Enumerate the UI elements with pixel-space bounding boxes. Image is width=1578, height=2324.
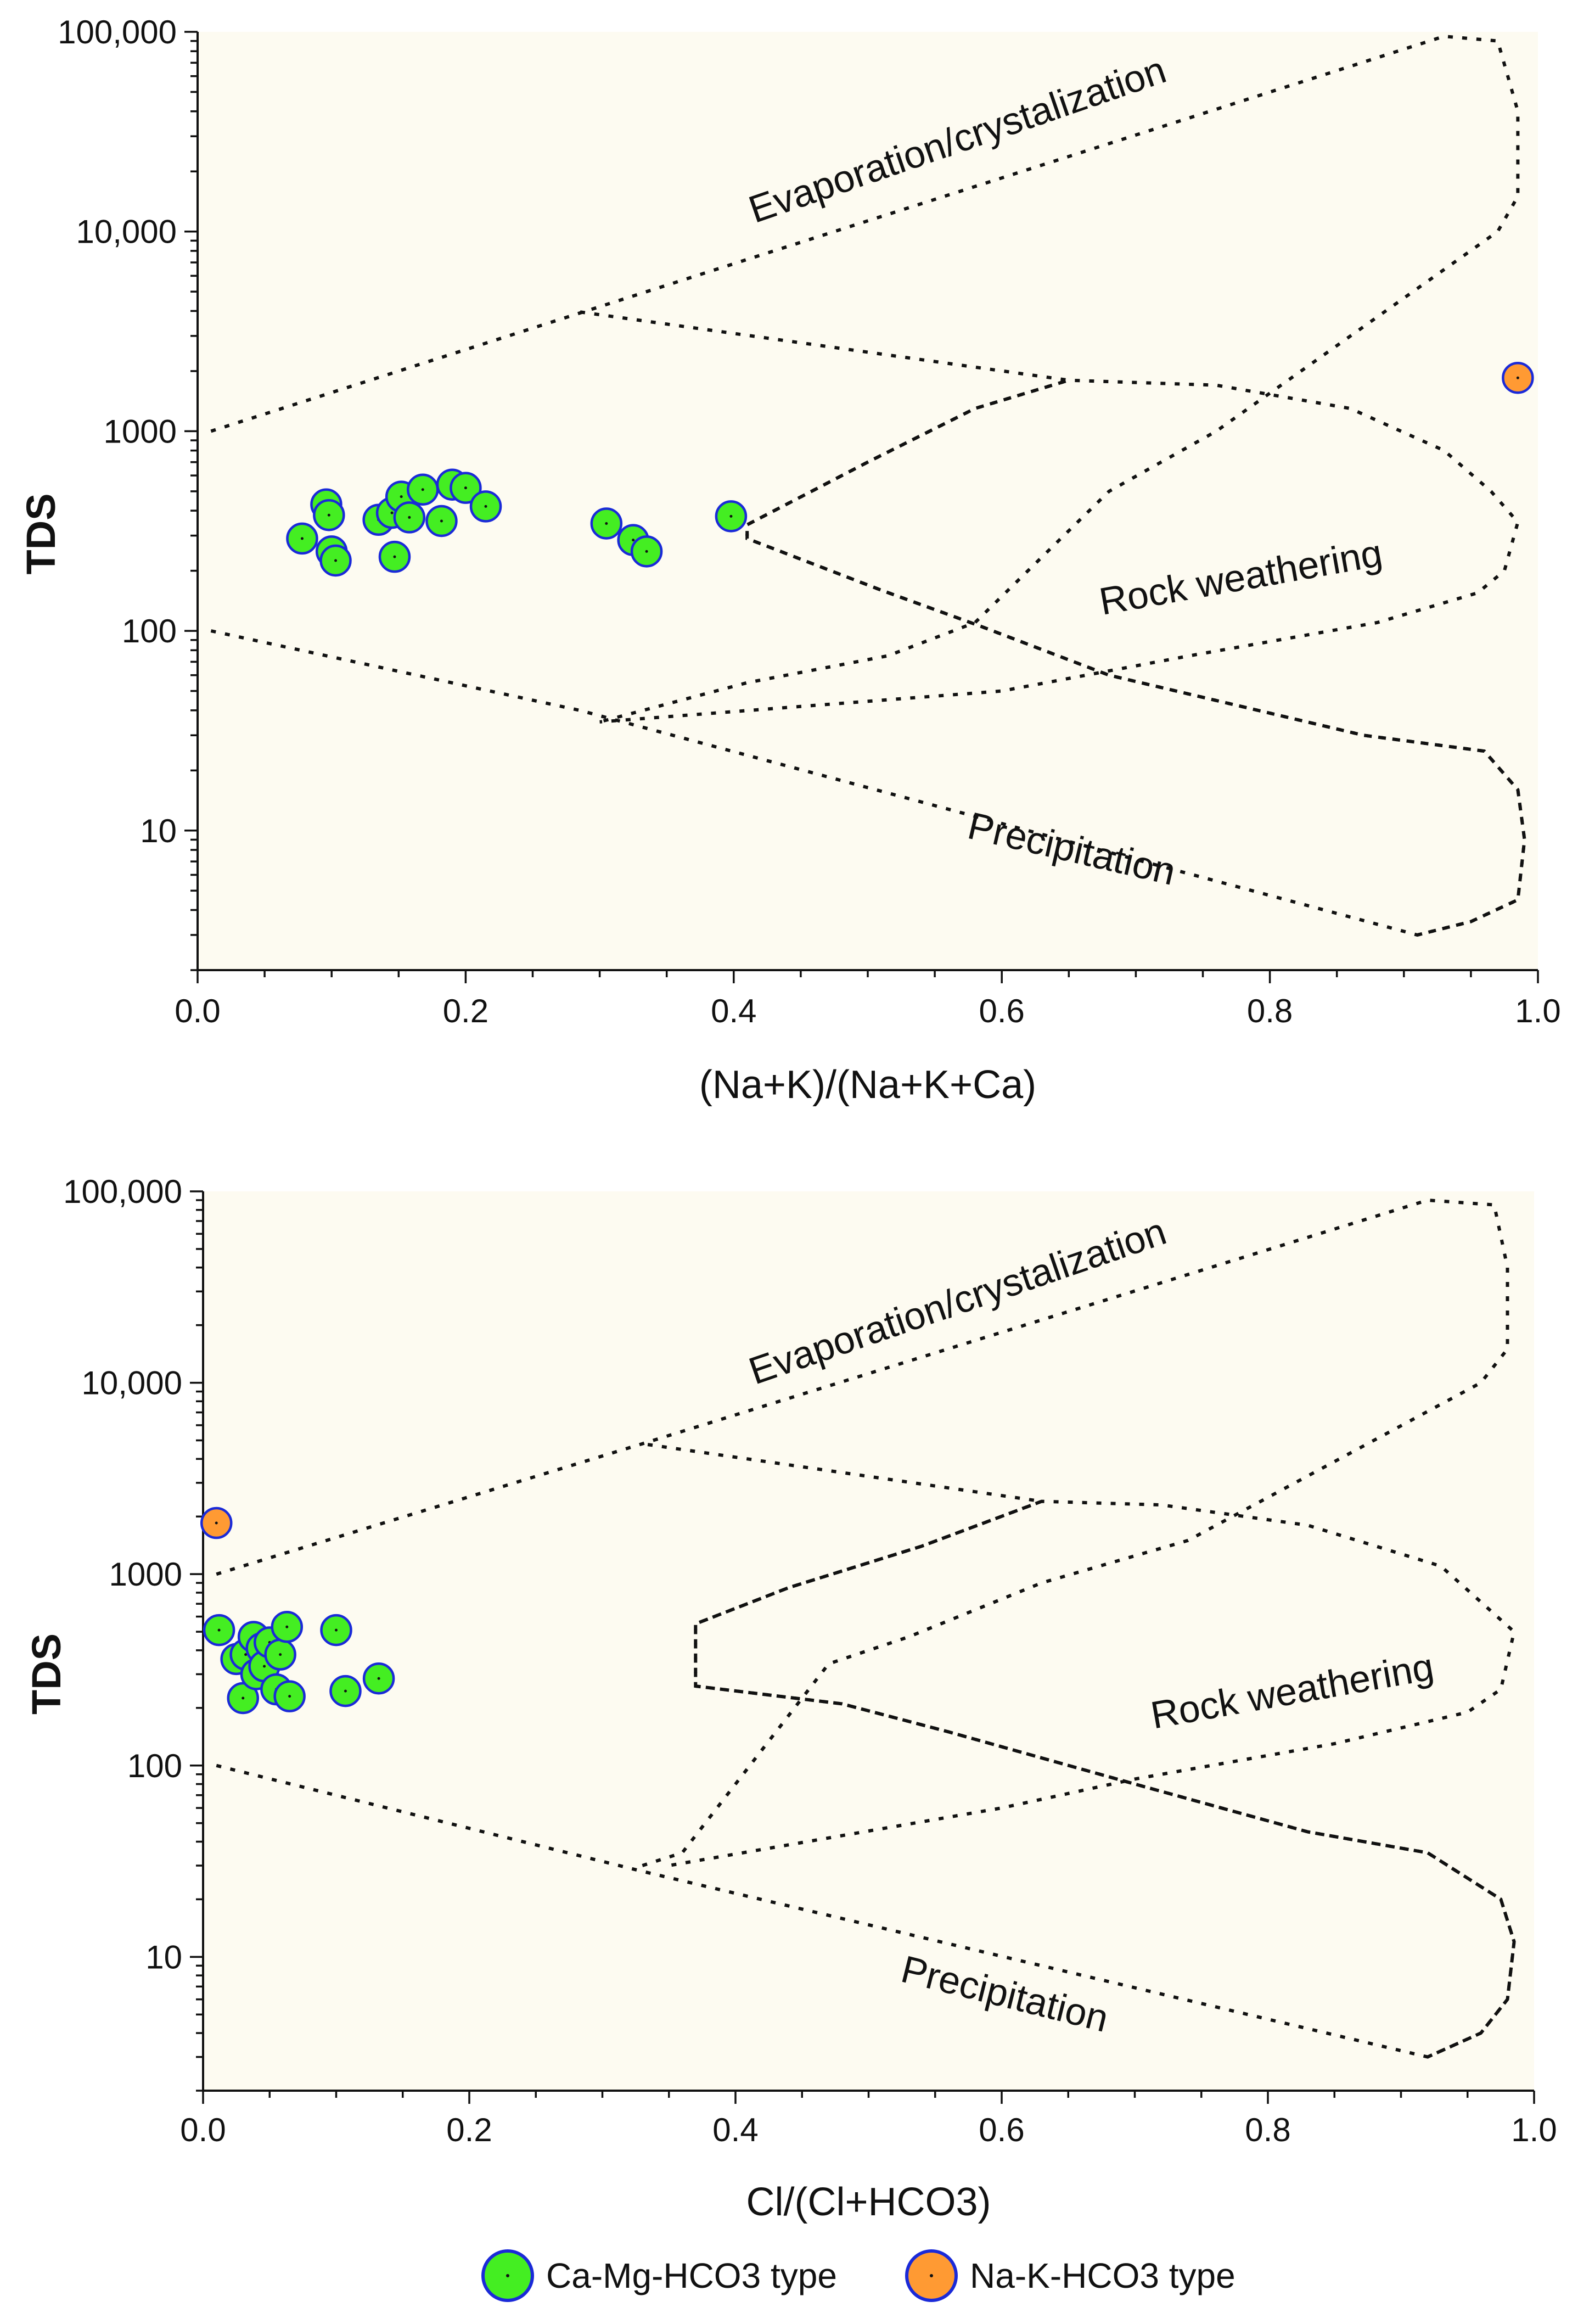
y-tick-label: 10 xyxy=(145,1939,182,1975)
x-tick-label: 0.8 xyxy=(1245,2112,1290,2148)
x-tick-label: 0.4 xyxy=(712,2112,758,2148)
data-point-center xyxy=(440,519,443,523)
data-point-center xyxy=(215,1521,218,1525)
gibbs-envelopes xyxy=(216,1198,1516,2059)
x-tick-label: 0.2 xyxy=(443,993,488,1029)
ticks: 0.0 0.2 0.4 0.6 0.8 1.0 10 100 1000 10,000 100,000 xyxy=(63,1173,1557,2148)
y-tick-label: 100,000 xyxy=(63,1173,182,1210)
data-points xyxy=(200,1507,395,1715)
gibbs-chart-cations: 0.0 0.2 0.4 0.6 0.8 1.0 10 100 1000 10,000 100,000… xyxy=(18,14,1561,1107)
y-tick-label: 100,000 xyxy=(58,14,177,51)
data-point-center xyxy=(645,550,648,553)
data-point-center xyxy=(300,537,304,540)
data-point-center xyxy=(335,1628,338,1632)
y-tick-label: 1000 xyxy=(109,1556,182,1593)
plot-background xyxy=(203,1191,1534,2091)
x-tick-label: 1.0 xyxy=(1515,993,1560,1029)
data-point-center xyxy=(729,514,733,518)
data-points xyxy=(286,361,1534,577)
data-point-center xyxy=(400,495,403,499)
data-point-center xyxy=(288,1695,291,1698)
data-point-center xyxy=(279,1653,282,1656)
ticks: 0.0 0.2 0.4 0.6 0.8 1.0 10 100 1000 10,000 100,000 xyxy=(58,14,1561,1029)
y-tick-label: 10,000 xyxy=(81,1365,182,1402)
x-tick-label: 0.2 xyxy=(446,2112,492,2148)
data-point-center xyxy=(344,1689,347,1693)
data-point-center xyxy=(217,1628,221,1632)
data-point-center xyxy=(605,522,608,525)
y-tick-label: 1000 xyxy=(104,413,177,450)
data-point-center xyxy=(408,516,411,519)
y-axis-label: TDS xyxy=(18,494,64,575)
y-tick-label: 100 xyxy=(127,1748,182,1784)
y-tick-label: 10,000 xyxy=(76,214,177,250)
data-point-center xyxy=(390,511,394,514)
data-point-center xyxy=(327,513,330,517)
x-tick-label: 0.6 xyxy=(979,993,1024,1029)
x-tick-label: 0.8 xyxy=(1247,993,1293,1029)
x-tick-label: 0.6 xyxy=(979,2112,1024,2148)
x-tick-label: 0.0 xyxy=(180,2112,226,2148)
x-axis-label: Cl/(Cl+HCO3) xyxy=(746,2180,991,2224)
data-point-center xyxy=(393,555,396,558)
data-point-center xyxy=(334,559,338,562)
y-tick-label: 100 xyxy=(122,613,177,649)
data-point-center xyxy=(1516,376,1519,379)
data-point-center xyxy=(377,1677,380,1680)
data-point-center xyxy=(632,539,635,542)
y-tick-label: 10 xyxy=(140,813,177,849)
y-axis-label: TDS xyxy=(24,1633,69,1715)
x-tick-label: 1.0 xyxy=(1511,2112,1557,2148)
data-point-center xyxy=(263,1665,266,1668)
x-tick-label: 0.0 xyxy=(175,993,220,1029)
legend-marker-center-dot xyxy=(930,2274,933,2277)
x-tick-label: 0.4 xyxy=(711,993,756,1029)
legend-marker-center-dot xyxy=(506,2274,509,2277)
legend: Ca-Mg-HCO3 type Na-K-HCO3 type xyxy=(481,2249,1236,2302)
data-point-center xyxy=(421,488,424,491)
data-point-center xyxy=(285,1625,289,1628)
gibbs-chart-anions: 0.0 0.2 0.4 0.6 0.8 1.0 10 100 1000 10,000 100,000… xyxy=(24,1173,1557,2224)
legend-label-na-k: Na-K-HCO3 type xyxy=(970,2256,1236,2295)
x-axis-label: (Na+K)/(Na+K+Ca) xyxy=(699,1063,1036,1107)
data-point-center xyxy=(464,486,467,490)
envelope-curve-crystal xyxy=(669,1499,1516,2059)
legend-label-ca-mg: Ca-Mg-HCO3 type xyxy=(546,2256,837,2295)
data-point-center xyxy=(484,505,487,508)
data-point-center xyxy=(244,1653,248,1656)
data-point-center xyxy=(242,1696,245,1700)
